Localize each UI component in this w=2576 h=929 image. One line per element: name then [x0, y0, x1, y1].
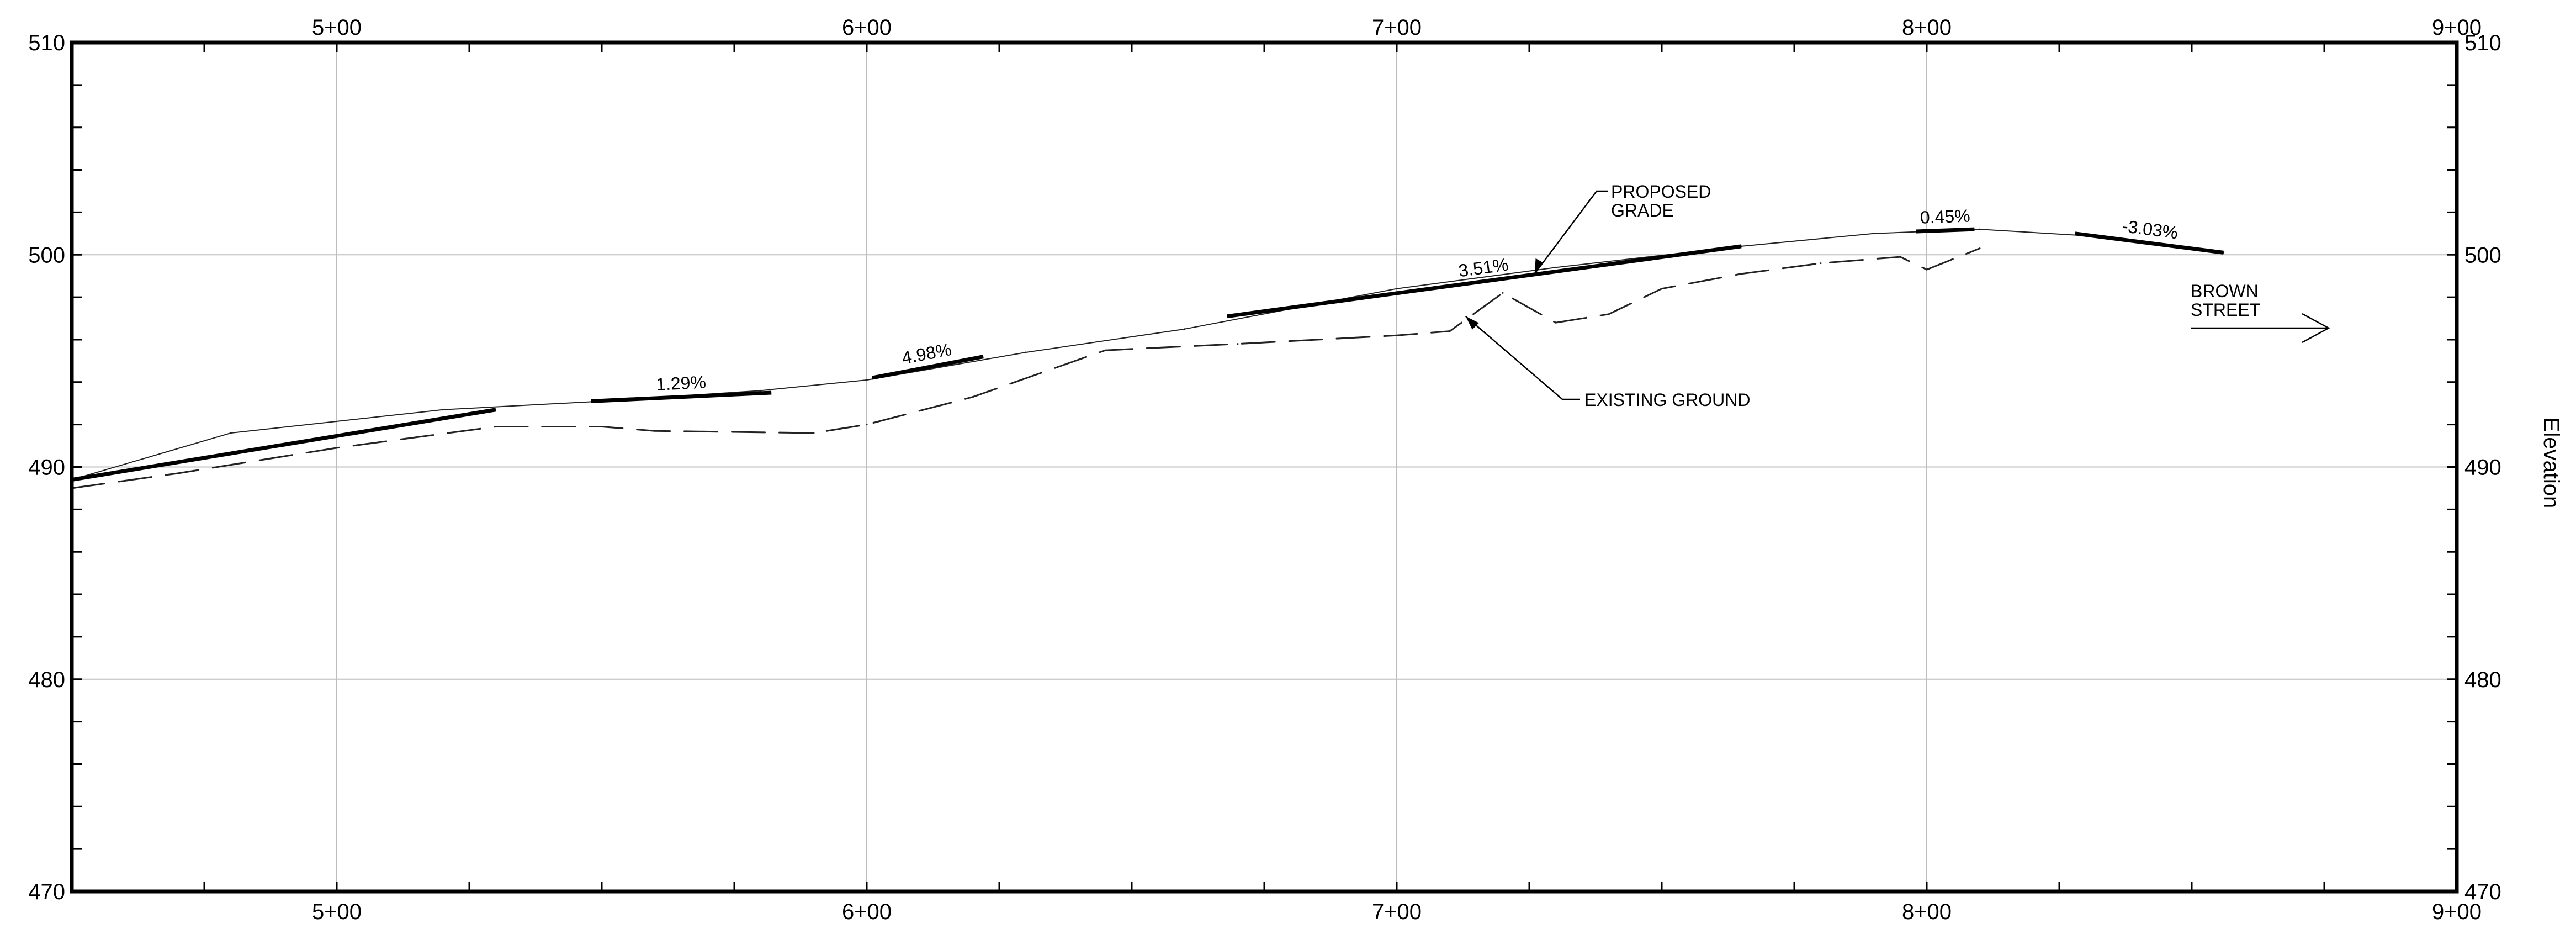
- existing-ground-point: [1237, 343, 1239, 345]
- x-tick-label-top: 7+00: [1372, 15, 1422, 40]
- right-axis-title: Elevation: [2539, 418, 2563, 509]
- grade-segment: [591, 390, 772, 403]
- existing-ground-point: [1449, 330, 1451, 332]
- proposed-grade-point: [230, 432, 232, 434]
- x-tick-label-bottom: 8+00: [1902, 900, 1952, 924]
- y-tick-label-right: 470: [2464, 880, 2501, 904]
- existing-ground-point: [1979, 247, 1981, 250]
- x-tick-label-top: 5+00: [312, 15, 362, 40]
- existing-ground-note: EXISTING GROUND: [1584, 390, 1750, 410]
- proposed-grade-point: [442, 409, 444, 411]
- proposed-grade-point: [1396, 288, 1398, 290]
- proposed-grade-point: [760, 389, 762, 392]
- existing-ground-point: [177, 472, 179, 474]
- grade-segment: [1227, 244, 1742, 319]
- grade-segments: [71, 227, 2224, 482]
- existing-ground-line: [71, 247, 1981, 489]
- proposed-grade-arrowhead: [1534, 258, 1544, 274]
- grade-label: 0.45%: [1920, 205, 1970, 227]
- existing-ground-point: [1396, 334, 1398, 336]
- y-tick-label-left: 500: [28, 243, 65, 267]
- grade-label: 1.29%: [655, 372, 706, 394]
- existing-ground-point: [1608, 313, 1610, 315]
- proposed-grade-point: [1184, 328, 1186, 330]
- existing-ground-point: [1899, 256, 1901, 258]
- existing-ground-point: [1820, 262, 1822, 265]
- proposed-grade-point: [1979, 228, 1981, 230]
- brown-street-note: BROWN: [2191, 281, 2259, 301]
- y-tick-label-right: 490: [2464, 456, 2501, 480]
- existing-ground-point: [1502, 292, 1504, 294]
- existing-ground-point: [972, 396, 974, 398]
- proposed-grade-point: [1873, 233, 1875, 235]
- x-tick-label-top: 6+00: [842, 15, 892, 40]
- existing-ground-leader: [1465, 315, 1580, 400]
- y-tick-label-right: 480: [2464, 668, 2501, 692]
- existing-ground-point: [654, 430, 656, 432]
- x-tick-label-bottom: 9+00: [2432, 900, 2482, 924]
- proposed-grade-point: [1025, 351, 1027, 353]
- y-tick-label-left: 490: [28, 456, 65, 480]
- y-tick-label-left: 470: [28, 880, 65, 904]
- existing-ground-point: [866, 424, 868, 426]
- grade-segment: [1916, 227, 1975, 234]
- grade-segment: [71, 408, 496, 482]
- y-tick-label-left: 510: [28, 31, 65, 55]
- x-tick-label-bottom: 5+00: [312, 900, 362, 924]
- grade-segment: [871, 355, 984, 380]
- proposed-grade-point: [866, 379, 868, 381]
- brown-street-note: STREET: [2191, 300, 2260, 320]
- existing-ground-point: [601, 426, 603, 427]
- existing-ground-arrowhead: [1465, 316, 1479, 330]
- proposed-grade-note: GRADE: [1611, 200, 1674, 220]
- existing-ground-point: [1661, 288, 1663, 290]
- y-tick-label-left: 480: [28, 668, 65, 692]
- proposed-grade-note: PROPOSED: [1611, 182, 1711, 202]
- existing-ground-point: [495, 426, 497, 427]
- grade-segment: [2075, 231, 2224, 255]
- x-tick-label-bottom: 6+00: [842, 900, 892, 924]
- plot-frame: [70, 40, 2459, 894]
- x-tick-label-top: 9+00: [2432, 15, 2482, 40]
- existing-ground-point: [1926, 268, 1928, 271]
- proposed-grade-point: [1555, 266, 1557, 268]
- existing-ground-point: [1740, 273, 1742, 275]
- tick-labels: 5+00 5+00 6+00 6+00 7+00 7+00 8+00 8+00 9+00 9+00…: [28, 15, 2501, 924]
- existing-ground-point: [1104, 349, 1106, 351]
- existing-ground-point: [1555, 321, 1557, 324]
- y-tick-label-right: 500: [2464, 243, 2501, 267]
- y-tick-label-right: 510: [2464, 31, 2501, 55]
- x-tick-label-top: 8+00: [1902, 15, 1952, 40]
- proposed-grade-leader: [1534, 190, 1608, 275]
- brown-street-arrowhead: [2302, 313, 2330, 344]
- existing-ground-point: [336, 447, 338, 449]
- existing-ground-point: [813, 432, 815, 434]
- x-tick-label-bottom: 7+00: [1372, 900, 1422, 924]
